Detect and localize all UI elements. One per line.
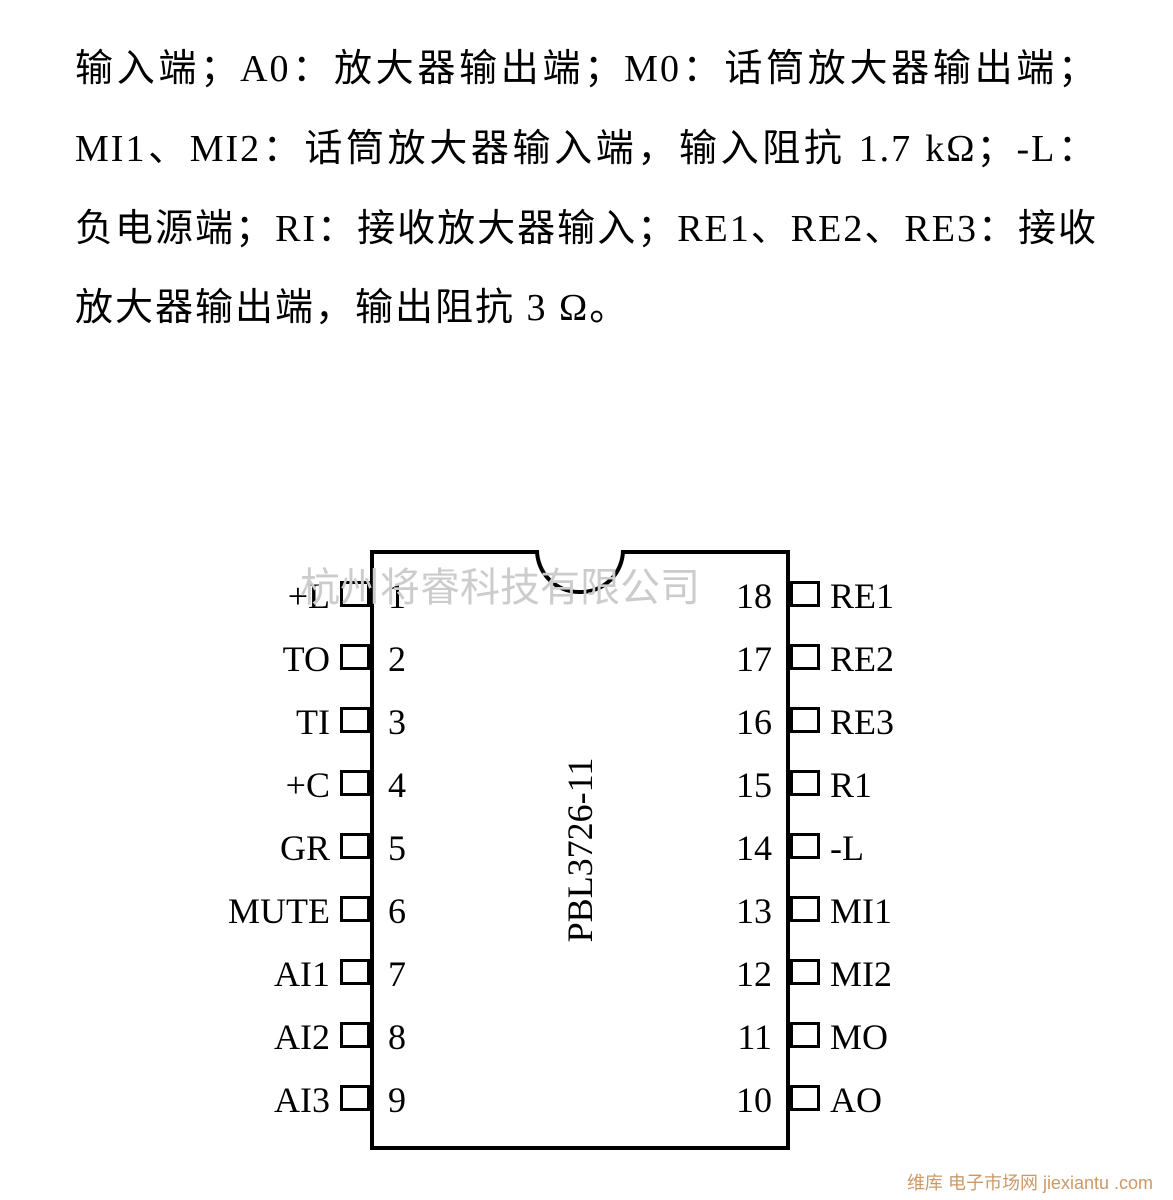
pin-label-left-2: TO xyxy=(283,638,330,680)
pin-box-right-15 xyxy=(790,770,820,796)
chip-body: PBL3726-11 xyxy=(370,550,790,1150)
pin-label-right-13: MI1 xyxy=(830,890,892,932)
pin-label-right-14: -L xyxy=(830,827,864,869)
pin-label-right-17: RE2 xyxy=(830,638,894,680)
pin-number-4: 4 xyxy=(388,764,406,806)
pin-number-2: 2 xyxy=(388,638,406,680)
pin-number-9: 9 xyxy=(388,1079,406,1121)
pin-label-right-18: RE1 xyxy=(830,575,894,617)
pin-box-left-5 xyxy=(340,833,370,859)
pin-number-16: 16 xyxy=(736,701,772,743)
pin-box-right-16 xyxy=(790,707,820,733)
pin-label-left-4: +C xyxy=(286,764,330,806)
pin-box-left-4 xyxy=(340,770,370,796)
pin-box-left-9 xyxy=(340,1085,370,1111)
pin-box-right-11 xyxy=(790,1022,820,1048)
pin-label-right-15: R1 xyxy=(830,764,872,806)
pin-number-11: 11 xyxy=(737,1016,772,1058)
pin-box-right-12 xyxy=(790,959,820,985)
pin-box-left-3 xyxy=(340,707,370,733)
pin-label-right-11: MO xyxy=(830,1016,888,1058)
pin-box-right-18 xyxy=(790,581,820,607)
pin-number-6: 6 xyxy=(388,890,406,932)
pin-number-12: 12 xyxy=(736,953,772,995)
pin-label-right-16: RE3 xyxy=(830,701,894,743)
chip-part-number: PBL3726-11 xyxy=(559,758,601,943)
pin-label-left-8: AI2 xyxy=(274,1016,330,1058)
pin-number-18: 18 xyxy=(736,575,772,617)
chip-diagram: PBL3726-11 +L1TO2TI3+C4GR5MUTE6AI17AI28A… xyxy=(0,530,1173,1170)
pin-number-17: 17 xyxy=(736,638,772,680)
pin-number-7: 7 xyxy=(388,953,406,995)
watermark-company: 杭州将睿科技有限公司 xyxy=(300,555,700,613)
pin-box-right-10 xyxy=(790,1085,820,1111)
pin-number-14: 14 xyxy=(736,827,772,869)
pin-number-3: 3 xyxy=(388,701,406,743)
pin-box-left-2 xyxy=(340,644,370,670)
pin-box-right-13 xyxy=(790,896,820,922)
pin-box-left-7 xyxy=(340,959,370,985)
pin-number-15: 15 xyxy=(736,764,772,806)
pin-label-left-6: MUTE xyxy=(228,890,330,932)
pin-number-13: 13 xyxy=(736,890,772,932)
pin-number-5: 5 xyxy=(388,827,406,869)
pin-box-right-14 xyxy=(790,833,820,859)
pin-box-right-17 xyxy=(790,644,820,670)
pin-label-right-10: AO xyxy=(830,1079,882,1121)
pin-box-left-6 xyxy=(340,896,370,922)
description-text: 输入端；A0：放大器输出端；M0：话筒放大器输出端；MI1、MI2：话筒放大器输… xyxy=(75,30,1098,349)
pin-label-left-3: TI xyxy=(296,701,330,743)
pin-label-left-5: GR xyxy=(280,827,330,869)
pin-label-left-7: AI1 xyxy=(274,953,330,995)
pin-label-left-9: AI3 xyxy=(274,1079,330,1121)
watermark-corner: 维库 电子市场网 jiexiantu .com xyxy=(907,1169,1153,1195)
pin-number-8: 8 xyxy=(388,1016,406,1058)
pin-label-right-12: MI2 xyxy=(830,953,892,995)
pin-number-10: 10 xyxy=(736,1079,772,1121)
pin-box-left-8 xyxy=(340,1022,370,1048)
